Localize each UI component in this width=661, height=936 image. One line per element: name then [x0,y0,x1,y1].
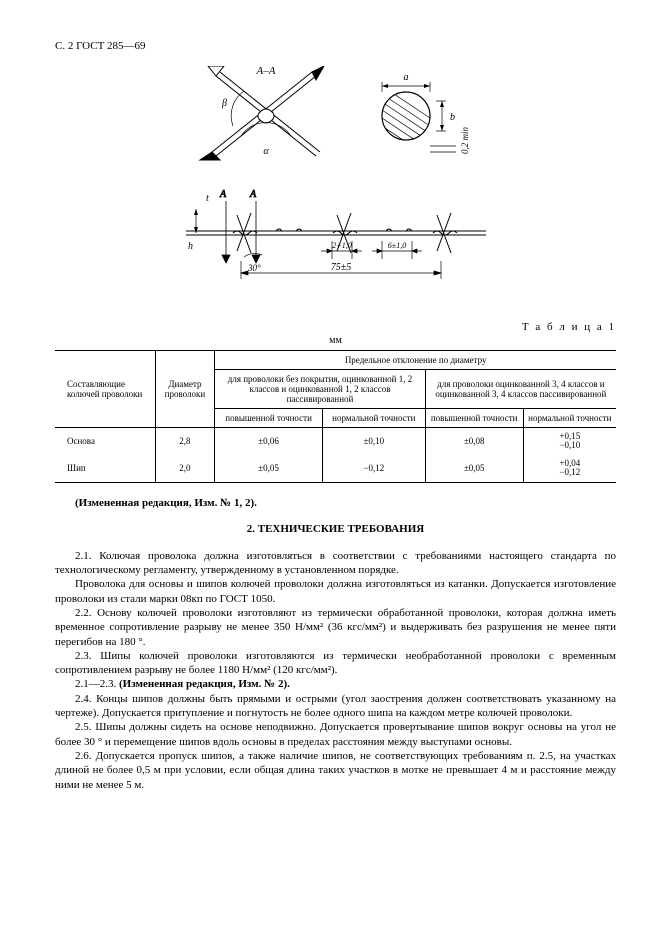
table-unit: мм [55,335,616,346]
para-amend: 2.1—2.3. (Измененная редакция, Изм. № 2)… [55,677,616,691]
svg-text:75±5: 75±5 [330,262,351,273]
svg-text:a: a [403,72,408,83]
page-header: С. 2 ГОСТ 285—69 [55,40,616,52]
svg-text:h: h [188,241,193,252]
para-2-3: 2.3. Шипы колючей проволоки изготовляютс… [55,649,616,678]
tolerance-table: Составляющие колючей проволоки Диаметр п… [55,350,616,483]
th-s3: повышенной точности [425,409,523,428]
para-2-1: 2.1. Колючая проволока должна изготовлят… [55,549,616,578]
svg-text:А: А [219,189,227,200]
technical-drawing: А–А α β [55,66,616,301]
th-g1: для проволоки без покрытия, оцинкованной… [215,370,425,409]
svg-text:α: α [263,146,269,157]
th-g2: для проволоки оцинкованной 3, 4 классов … [425,370,616,409]
svg-text:b: b [450,112,455,123]
table-label: Т а б л и ц а 1 [55,321,616,333]
th-s2: нормальной точности [322,409,425,428]
para-2-2: 2.2. Основу колючей проволоки изготовляю… [55,606,616,649]
svg-text:А: А [249,189,257,200]
th-group: Предельное отклонение по диаметру [215,351,616,370]
svg-text:0,2 min: 0,2 min [460,127,470,155]
para-2-5: 2.5. Шипы должны сидеть на основе неподв… [55,720,616,749]
svg-text:А–А: А–А [255,66,275,77]
th-s1: повышенной точности [215,409,323,428]
para-2-1b: Проволока для основы и шипов колючей про… [55,577,616,606]
table-row: Основа 2,8 ±0,06 ±0,10 ±0,08 +0,15 −0,10 [55,428,616,455]
svg-text:t: t [206,193,209,204]
svg-text:30°: 30° [247,263,261,273]
svg-text:2+1,0: 2+1,0 [332,241,351,250]
amendment-note: (Измененная редакция, Изм. № 1, 2). [75,497,616,509]
para-2-4: 2.4. Концы шипов должны быть прямыми и о… [55,692,616,721]
table-row: Шип 2,0 ±0,05 −0,12 ±0,05 +0,04 −0,12 [55,455,616,482]
th-component: Составляющие колючей проволоки [55,351,155,428]
th-s4: нормальной точности [523,409,616,428]
svg-text:β: β [221,98,227,109]
svg-text:6±1,0: 6±1,0 [387,241,405,250]
th-diameter: Диаметр проволоки [155,351,215,428]
para-2-6: 2.6. Допускается пропуск шипов, а также … [55,749,616,792]
section-title: 2. ТЕХНИЧЕСКИЕ ТРЕБОВАНИЯ [55,523,616,535]
